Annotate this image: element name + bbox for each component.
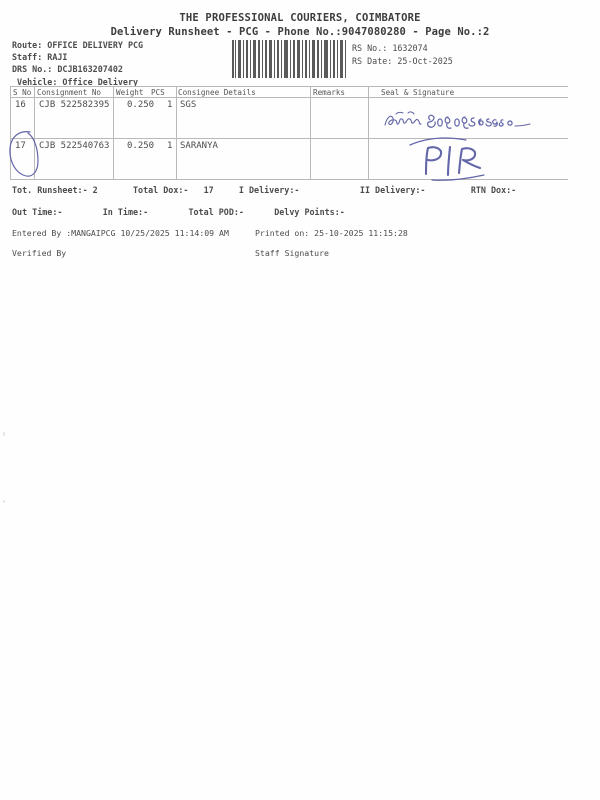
table-col-divider — [113, 86, 114, 179]
table-row: SGS — [180, 100, 197, 110]
table-row: 0.250 — [127, 141, 155, 151]
table-row: 17 — [15, 141, 26, 151]
header-meta-left: Route: OFFICE DELIVERY PCG Staff: RAJI D… — [12, 40, 144, 87]
table-row: 1 — [167, 141, 173, 151]
table-row: 16 — [15, 100, 26, 110]
table-col-divider — [176, 86, 177, 179]
scan-artifact — [3, 500, 5, 503]
staff-signature-label: Staff Signature — [255, 248, 329, 258]
company-title: THE PROFESSIONAL COURIERS, COIMBATORE — [179, 12, 421, 24]
printed-on-text: Printed on: 25-10-2025 11:15:28 — [255, 228, 408, 238]
table-col-divider — [34, 86, 35, 179]
table-row: 1 — [167, 100, 173, 110]
barcode-icon — [232, 40, 346, 78]
column-header-pcs: PCS — [151, 88, 165, 97]
table-col-divider — [368, 86, 369, 179]
table-rule-header — [10, 97, 568, 98]
column-header-weight: Weight — [116, 88, 144, 97]
table-row: 0.250 — [127, 100, 155, 110]
table-row: SARANYA — [180, 141, 218, 151]
column-header-consignee: Consignee Details — [178, 88, 256, 97]
consignment-table: S No Consignment No Weight PCS Consignee… — [10, 86, 568, 180]
table-col-divider — [10, 86, 11, 179]
header-meta-right: RS No.: 1632074 RS Date: 25-Oct-2025 — [352, 43, 453, 66]
scan-artifact — [3, 432, 5, 436]
column-header-seal: Seal & Signature — [381, 88, 455, 97]
totals-line-1: Tot. Runsheet:- 2 Total Dox:- 17 I Deliv… — [12, 185, 517, 195]
totals-line-2: Out Time:- In Time:- Total POD:- Delvy P… — [12, 207, 345, 217]
column-header-consignment: Consignment No — [37, 88, 102, 97]
column-header-remarks: Remarks — [313, 88, 346, 97]
table-rule-row16 — [10, 138, 568, 139]
table-rule-row17 — [10, 179, 568, 180]
verified-by-label: Verified By — [12, 248, 67, 258]
table-rule-top — [10, 86, 568, 87]
column-header-s-no: S No — [13, 88, 32, 97]
entered-by-text: Entered By :MANGAIPCG 10/25/2025 11:14:0… — [12, 228, 229, 238]
table-row: CJB 522582395 — [39, 100, 110, 110]
document-subtitle: Delivery Runsheet - PCG - Phone No.:9047… — [110, 26, 490, 38]
table-row: CJB 522540763 — [39, 141, 110, 151]
table-col-divider — [310, 86, 311, 179]
